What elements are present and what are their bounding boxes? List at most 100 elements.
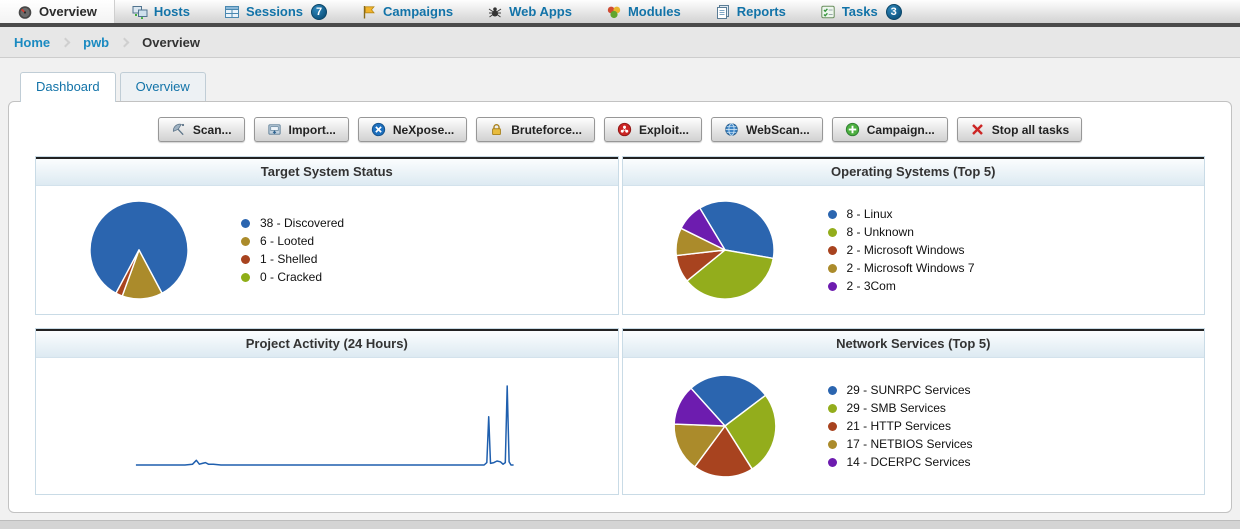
pie-chart-operating-systems: 8 - Linux 8 - Unknown 2 - Microsoft Window…: [623, 186, 1205, 314]
pie-chart: [673, 374, 777, 478]
campaign-button[interactable]: Campaign...: [831, 117, 948, 142]
legend-dot: [827, 209, 837, 219]
legend-label: 29 - SUNRPC Services: [846, 383, 971, 397]
button-label: Bruteforce...: [511, 122, 582, 137]
nav-item-webapps[interactable]: Web Apps: [470, 0, 589, 23]
chart-legend: 8 - Linux 8 - Unknown 2 - Microsoft Window…: [827, 203, 975, 297]
activity-line-series: [135, 385, 514, 466]
legend-label: 17 - NETBIOS Services: [846, 437, 973, 451]
spider-icon: [487, 4, 503, 20]
legend-dot: [827, 385, 837, 395]
breadcrumb-item-overview: Overview: [142, 34, 200, 50]
pie-slice-linux: [699, 200, 775, 260]
panel-title: Operating Systems (Top 5): [622, 157, 1204, 186]
legend-item: 0 - Cracked: [241, 270, 344, 284]
legend-item: 17 - NETBIOS Services: [827, 437, 973, 451]
breadcrumb-item-home[interactable]: Home: [14, 34, 51, 50]
legend-label: 2 - 3Com: [846, 279, 896, 293]
hosts-icon: [132, 4, 148, 20]
breadcrumb-item-pwb[interactable]: pwb: [83, 34, 110, 50]
nav-item-label: Overview: [39, 4, 97, 19]
button-label: Scan...: [192, 122, 232, 137]
legend-label: 2 - Microsoft Windows 7: [846, 261, 975, 275]
stop-button[interactable]: Stop all tasks: [956, 117, 1083, 142]
nav-item-label: Modules: [627, 4, 681, 19]
panel-target-system-status: Target System Status 38 - Discovered 6 - …: [35, 156, 619, 315]
legend-label: 21 - HTTP Services: [846, 419, 951, 433]
nav-item-modules[interactable]: Modules: [589, 0, 698, 23]
scan-button[interactable]: Scan...: [157, 117, 245, 142]
tab-bar: Dashboard Overview: [20, 72, 1240, 102]
stop-x-icon: [970, 122, 985, 137]
pie-slice-http-services: [693, 425, 753, 478]
tab-dashboard[interactable]: Dashboard: [20, 72, 116, 102]
legend-label: 0 - Cracked: [260, 270, 323, 284]
dashboard-panels: Target System Status 38 - Discovered 6 - …: [35, 156, 1205, 495]
nexpose-button[interactable]: NeXpose...: [357, 117, 468, 142]
import-icon: [267, 122, 282, 137]
nav-item-campaigns[interactable]: Campaigns: [344, 0, 470, 23]
dashboard-card: Scan... Import... NeXpose... Bruteforce... E…: [8, 101, 1232, 513]
legend-dot: [241, 236, 250, 246]
legend-item: 6 - Looted: [241, 234, 344, 248]
nav-item-reports[interactable]: Reports: [698, 0, 803, 23]
pie-chart: [675, 200, 775, 300]
panel-title: Project Activity (24 Hours): [36, 329, 618, 358]
legend-label: 2 - Microsoft Windows: [846, 243, 965, 257]
breadcrumb-separator-icon: [119, 37, 130, 47]
top-navigation: Overview Hosts Sessions 7 Campaigns Web Apps M…: [0, 0, 1240, 27]
pie-slice-smb-services: [724, 394, 777, 470]
modules-icon: [606, 4, 622, 20]
exploit-button[interactable]: Exploit...: [603, 117, 702, 142]
sessions-icon: [224, 4, 240, 20]
nav-item-tasks[interactable]: Tasks 3: [803, 0, 919, 23]
line-chart: [135, 385, 514, 466]
legend-item: 2 - Microsoft Windows 7: [827, 261, 975, 275]
nav-item-label: Campaigns: [383, 4, 454, 19]
pie-chart: [88, 200, 189, 300]
pie-slice-discovered: [88, 200, 189, 294]
webscan-button[interactable]: WebScan...: [710, 117, 823, 142]
legend-item: 2 - 3Com: [827, 279, 975, 293]
legend-item: 38 - Discovered: [241, 216, 344, 230]
legend-dot: [827, 263, 837, 273]
nav-item-label: Tasks: [841, 4, 878, 19]
breadcrumb-separator-icon: [60, 37, 71, 47]
gauge-icon: [17, 4, 33, 20]
nav-item-overview[interactable]: Overview: [0, 0, 115, 23]
import-button[interactable]: Import...: [253, 117, 349, 142]
legend-label: 6 - Looted: [260, 234, 315, 248]
legend-dot: [241, 218, 250, 228]
lock-icon: [489, 122, 504, 137]
pie-chart-network-services: 29 - SUNRPC Services 29 - SMB Services 21 …: [623, 358, 1205, 494]
biohazard-icon: [617, 122, 632, 137]
button-label: Import...: [288, 122, 336, 137]
nav-item-label: Sessions: [245, 4, 304, 19]
legend-label: 14 - DCERPC Services: [846, 455, 971, 469]
legend-item: 21 - HTTP Services: [827, 419, 973, 433]
nav-item-hosts[interactable]: Hosts: [115, 0, 207, 23]
chart-legend: 29 - SUNRPC Services 29 - SMB Services 21 …: [827, 379, 973, 473]
nav-badge-sessions: 7: [311, 3, 328, 20]
button-label: Stop all tasks: [991, 122, 1070, 137]
legend-item: 29 - SUNRPC Services: [827, 383, 973, 397]
tab-overview[interactable]: Overview: [119, 72, 206, 101]
legend-label: 1 - Shelled: [260, 252, 318, 266]
pie-slice-dcerpc-services: [673, 387, 726, 427]
legend-dot: [827, 403, 837, 413]
plus-circle-icon: [845, 122, 860, 137]
legend-item: 8 - Linux: [827, 207, 975, 221]
legend-dot: [827, 457, 837, 467]
bruteforce-button[interactable]: Bruteforce...: [476, 117, 595, 142]
button-label: WebScan...: [745, 122, 810, 137]
pie-chart-target-system-status: 38 - Discovered 6 - Looted 1 - Shelled 0 - …: [36, 186, 618, 314]
panel-operating-systems: Operating Systems (Top 5) 8 - Linux 8 - U…: [621, 156, 1205, 315]
reports-icon: [715, 4, 731, 20]
legend-dot: [241, 254, 250, 264]
nav-item-sessions[interactable]: Sessions 7: [207, 0, 344, 23]
legend-label: 8 - Linux: [846, 207, 893, 221]
page-bottom-band: [0, 520, 1240, 529]
globe-icon: [724, 122, 739, 137]
scan-icon: [171, 122, 186, 137]
pie-slice-sunrpc-services: [690, 374, 767, 427]
